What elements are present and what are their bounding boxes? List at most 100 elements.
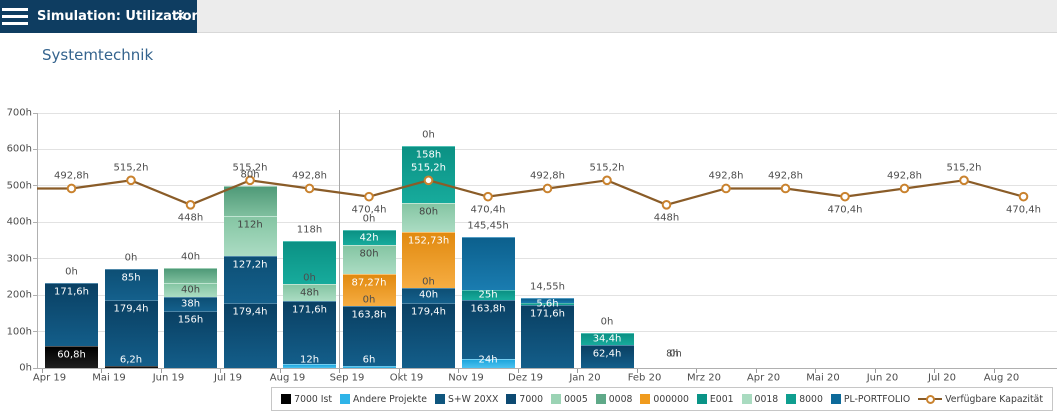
bar-segment[interactable] <box>164 282 217 298</box>
x-axis-label: Nov 19 <box>448 372 484 384</box>
x-tick-mark <box>101 369 102 373</box>
legend-item-000000[interactable]: 000000 <box>640 394 689 405</box>
capacity-marker[interactable] <box>661 200 672 210</box>
bar-segment[interactable] <box>342 365 396 368</box>
segment-label: 48h <box>299 287 320 299</box>
bar-segment[interactable] <box>104 300 158 366</box>
x-tick-mark <box>279 369 281 373</box>
legend-item-8000[interactable]: 8000 <box>786 394 823 405</box>
capacity-marker[interactable] <box>304 183 315 194</box>
segment-label: 42h <box>359 232 379 244</box>
legend-label: E001 <box>709 393 734 405</box>
bar-segment[interactable] <box>223 256 277 303</box>
y-axis-label: 600h <box>6 143 32 155</box>
bar-segment[interactable] <box>521 298 574 304</box>
capacity-marker[interactable] <box>959 175 969 186</box>
capacity-marker[interactable] <box>185 200 196 210</box>
bar-segment[interactable] <box>104 269 158 301</box>
segment-label: 34,4h <box>592 333 622 345</box>
bar-segment[interactable] <box>521 305 574 368</box>
capacity-marker[interactable] <box>602 175 612 186</box>
bar-top-label: 0h <box>362 213 376 225</box>
bar-segment[interactable] <box>283 283 336 302</box>
y-axis-label: 500h <box>6 180 32 192</box>
bar-segment[interactable] <box>283 363 336 368</box>
capacity-marker[interactable] <box>423 175 434 186</box>
legend-item-pl-portfolio[interactable]: PL-PORTFOLIO <box>830 393 911 405</box>
bar-segment[interactable] <box>164 297 217 312</box>
segment-label: 40h <box>180 284 201 296</box>
legend-item-e001[interactable]: E001 <box>696 393 734 405</box>
capacity-marker[interactable] <box>899 183 910 194</box>
bar-segment[interactable] <box>402 232 455 289</box>
y-axis-label: 300h <box>6 253 32 265</box>
capacity-marker[interactable] <box>245 175 255 186</box>
page-title: Systemtechnik <box>42 46 154 64</box>
bar-segment[interactable] <box>104 365 158 368</box>
app-header: Simulation: Utilization ✕ <box>0 0 201 33</box>
legend-item-0008[interactable]: 0008 <box>595 394 632 405</box>
menu-icon[interactable] <box>2 7 28 26</box>
bar-segment[interactable] <box>521 303 574 306</box>
capacity-marker[interactable] <box>1018 191 1029 202</box>
x-axis-line <box>37 368 1057 369</box>
capacity-value-label: 515,2h <box>113 162 149 174</box>
legend-item-0018[interactable]: 0018 <box>741 394 778 405</box>
gridline <box>37 221 1057 223</box>
legend-item-0005[interactable]: 0005 <box>551 394 588 405</box>
capacity-marker[interactable] <box>542 183 553 194</box>
header-spacer <box>197 0 1057 33</box>
capacity-marker[interactable] <box>483 191 493 202</box>
x-axis-label: Okt 19 <box>389 372 424 384</box>
capacity-marker[interactable] <box>66 183 77 194</box>
legend-item-verfuegbare-kapazitaet[interactable]: Verfügbare Kapazität <box>918 394 1043 405</box>
bar-segment[interactable] <box>402 302 455 368</box>
bar-segment[interactable] <box>223 215 277 257</box>
bar-segment[interactable] <box>580 332 634 346</box>
bar-segment[interactable] <box>45 345 98 368</box>
x-tick-mark <box>220 369 221 373</box>
bar-segment[interactable] <box>461 237 515 291</box>
bar-segment[interactable] <box>164 311 217 368</box>
bar-segment[interactable] <box>223 302 277 368</box>
bar-segment[interactable] <box>580 345 634 368</box>
x-axis-label: Mai 20 <box>806 372 840 384</box>
y-tick-mark <box>33 112 37 114</box>
x-axis-label: Apr 20 <box>746 372 781 384</box>
bar-segment[interactable] <box>283 301 336 364</box>
bar-segment[interactable] <box>461 290 515 300</box>
legend-label: PL-PORTFOLIO <box>843 393 911 405</box>
capacity-marker[interactable] <box>840 191 850 202</box>
bar-segment[interactable] <box>342 274 396 307</box>
legend-item-7000[interactable]: 7000 <box>506 394 543 405</box>
legend-label: 0005 <box>564 393 588 405</box>
bar-segment[interactable] <box>164 268 217 283</box>
capacity-marker[interactable] <box>364 191 374 202</box>
bar-segment[interactable] <box>342 245 396 275</box>
bar-segment[interactable] <box>223 186 277 216</box>
segment-label: 87,27h <box>351 277 387 289</box>
legend-label: 000000 <box>653 393 689 405</box>
capacity-marker[interactable] <box>780 183 791 194</box>
bar-segment[interactable] <box>461 299 515 360</box>
legend-item-7000-ist[interactable]: 7000 Ist <box>281 394 332 405</box>
legend-swatch <box>434 394 445 404</box>
bar-segment[interactable] <box>283 240 336 284</box>
capacity-value-label: 492,8h <box>54 170 89 182</box>
legend-swatch <box>340 394 351 404</box>
legend-swatch <box>696 394 707 404</box>
x-tick-mark <box>517 369 519 373</box>
bar-segment[interactable] <box>342 229 396 246</box>
bar-segment[interactable] <box>45 283 98 346</box>
capacity-marker[interactable] <box>126 175 136 186</box>
legend-item-andere-projekte[interactable]: Andere Projekte <box>340 394 427 405</box>
legend-item-s-w-20xx[interactable]: S+W 20XX <box>434 394 498 405</box>
bar-segment[interactable] <box>461 359 515 368</box>
bar-segment[interactable] <box>342 306 396 366</box>
capacity-marker[interactable] <box>721 183 731 194</box>
x-axis-label: Dez 19 <box>507 372 544 384</box>
bar-segment[interactable] <box>402 288 455 303</box>
close-icon[interactable]: ✕ <box>175 9 186 24</box>
y-axis-label: 100h <box>6 326 32 338</box>
segment-label: 85h <box>121 272 141 284</box>
